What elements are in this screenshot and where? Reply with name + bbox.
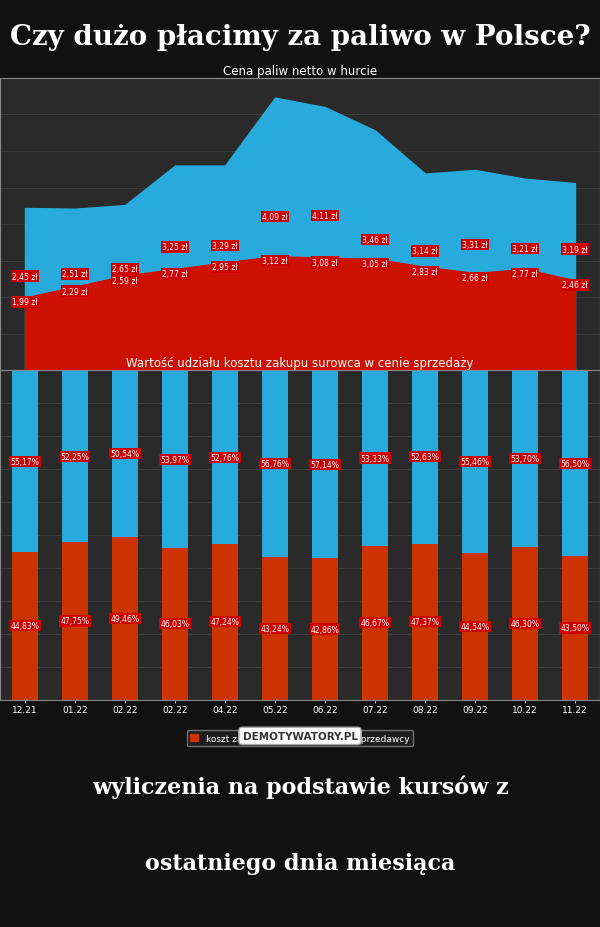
Bar (12, 371, 38, 552)
Text: 3,19 zł: 3,19 zł (562, 246, 588, 254)
Bar (112, 371, 138, 537)
Text: 4,09 zł: 4,09 zł (262, 212, 288, 222)
Text: 2,77 zł: 2,77 zł (512, 270, 538, 279)
Bar (262, 371, 288, 557)
Text: 52,63%: 52,63% (410, 453, 439, 462)
Text: ostatniego dnia miesiąca: ostatniego dnia miesiąca (145, 853, 455, 874)
Text: 1,99 zł: 1,99 zł (12, 298, 38, 307)
Bar (262, 557, 288, 700)
Text: 2,45 zł: 2,45 zł (12, 273, 38, 282)
Bar (462, 371, 488, 553)
Bar (62, 542, 88, 700)
Text: Czy dużo płacimy za paliwo w Polsce?: Czy dużo płacimy za paliwo w Polsce? (10, 24, 590, 51)
Text: 3,46 zł: 3,46 zł (362, 235, 388, 245)
Text: 3,25 zł: 3,25 zł (162, 243, 188, 252)
Text: 42,86%: 42,86% (311, 625, 340, 634)
Text: 3,12 zł: 3,12 zł (262, 257, 288, 266)
Text: 2,77 zł: 2,77 zł (162, 270, 188, 279)
Text: 4,11 zł: 4,11 zł (312, 211, 338, 221)
Text: 55,17%: 55,17% (11, 457, 40, 466)
Text: 49,46%: 49,46% (110, 614, 139, 623)
Bar (112, 537, 138, 700)
Text: 44,83%: 44,83% (11, 622, 40, 630)
Bar (412, 371, 438, 544)
Text: 3,29 zł: 3,29 zł (212, 242, 238, 250)
Text: 46,67%: 46,67% (361, 618, 389, 628)
Bar (362, 546, 388, 700)
Text: 53,33%: 53,33% (361, 454, 389, 464)
Text: 2,29 zł: 2,29 zł (62, 287, 88, 297)
Text: 3,14 zł: 3,14 zł (412, 248, 438, 256)
Text: 44,54%: 44,54% (461, 622, 490, 631)
Text: 2,83 zł: 2,83 zł (412, 268, 438, 276)
Bar (12, 552, 38, 700)
Text: 3,21 zł: 3,21 zł (512, 245, 538, 254)
Text: 46,30%: 46,30% (511, 619, 539, 629)
Text: 43,24%: 43,24% (260, 624, 289, 633)
Bar (312, 559, 338, 700)
Text: 52,25%: 52,25% (61, 452, 89, 462)
Text: 56,50%: 56,50% (560, 459, 589, 468)
Bar (162, 371, 188, 549)
Text: 2,65 zł: 2,65 zł (112, 265, 138, 274)
Text: 53,70%: 53,70% (511, 454, 539, 464)
Text: 47,24%: 47,24% (211, 617, 239, 627)
Text: 3,08 zł: 3,08 zł (312, 259, 338, 267)
Text: 47,75%: 47,75% (61, 616, 89, 626)
Bar (462, 553, 488, 700)
Text: 2,59 zł: 2,59 zł (112, 276, 138, 286)
Text: 52,76%: 52,76% (211, 453, 239, 462)
Bar (62, 371, 88, 542)
Text: 53,97%: 53,97% (161, 455, 190, 464)
Bar (212, 544, 238, 700)
Text: 46,03%: 46,03% (161, 619, 190, 629)
Bar (562, 557, 588, 700)
Text: wyliczenia na podstawie kursów z: wyliczenia na podstawie kursów z (92, 774, 508, 798)
Title: Wartość udziału kosztu zakupu surowca w cenie sprzedaży: Wartość udziału kosztu zakupu surowca w … (127, 357, 473, 370)
Text: 43,50%: 43,50% (560, 624, 589, 633)
Text: 2,95 zł: 2,95 zł (212, 263, 238, 273)
Text: 2,51 zł: 2,51 zł (62, 270, 88, 279)
Text: 2,66 zł: 2,66 zł (462, 273, 488, 283)
Text: 47,37%: 47,37% (410, 617, 439, 627)
Bar (512, 548, 538, 700)
Text: 3,05 zł: 3,05 zł (362, 260, 388, 269)
Legend: koszt zakupu surowca, marża sprzedawcy: koszt zakupu surowca, marża sprzedawcy (187, 730, 413, 746)
Bar (162, 549, 188, 700)
Text: 3,31 zł: 3,31 zł (462, 241, 488, 250)
Bar (412, 544, 438, 700)
Text: 50,54%: 50,54% (110, 450, 139, 459)
Text: 55,46%: 55,46% (461, 458, 490, 466)
Bar (362, 371, 388, 546)
Title: Cena paliw netto w hurcie: Cena paliw netto w hurcie (223, 65, 377, 78)
Text: 2,46 zł: 2,46 zł (562, 281, 588, 290)
Text: DEMOTYWATORY.PL: DEMOTYWATORY.PL (242, 731, 358, 741)
Bar (562, 371, 588, 557)
Bar (312, 371, 338, 559)
Bar (512, 371, 538, 548)
Text: 57,14%: 57,14% (311, 461, 340, 469)
Text: 56,76%: 56,76% (260, 460, 290, 469)
Bar (212, 371, 238, 544)
